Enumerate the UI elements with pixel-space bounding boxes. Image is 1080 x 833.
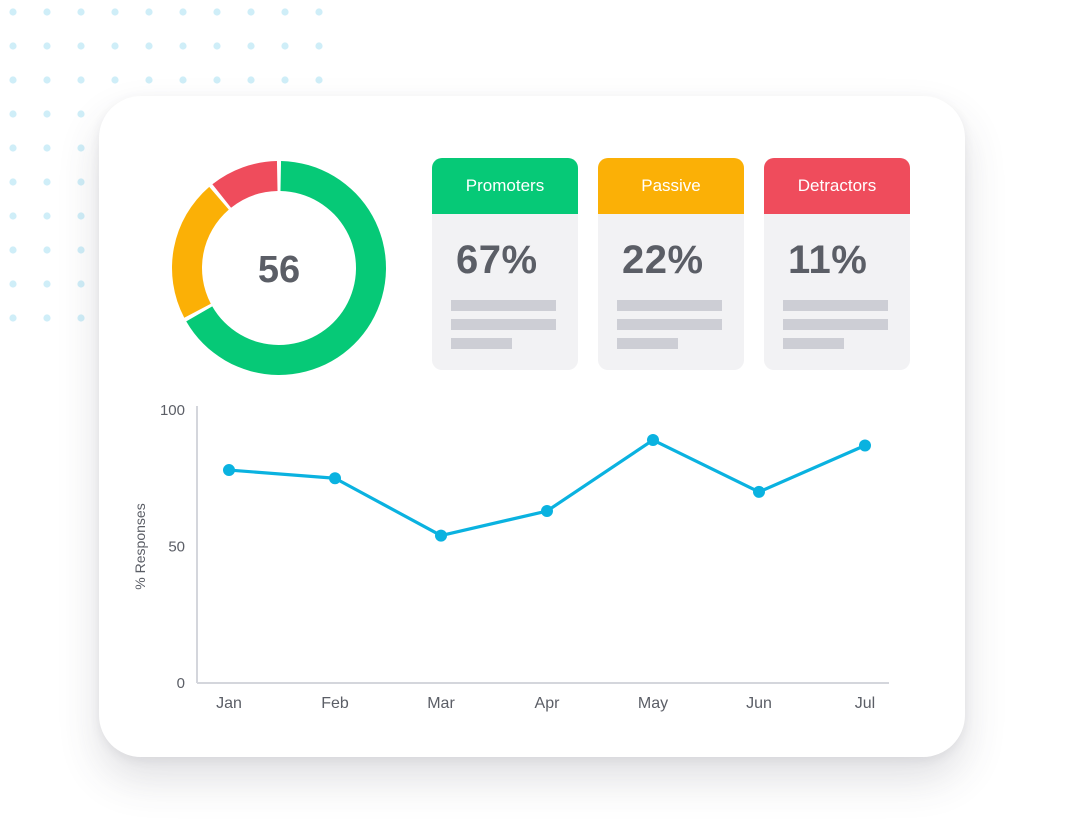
donut-slice-passive	[172, 186, 229, 318]
y-axis-label: % Responses	[132, 503, 148, 589]
decorative-dot	[43, 314, 51, 322]
y-tick-label: 50	[168, 539, 185, 556]
passive-card: Passive 22%	[598, 158, 744, 370]
decorative-dot	[9, 76, 17, 84]
dashboard-card: 56 Promoters 67% Passive 22% Detractors …	[99, 96, 965, 757]
decorative-dot	[77, 178, 85, 186]
promoters-header: Promoters	[432, 158, 578, 214]
decorative-dot	[77, 110, 85, 118]
x-tick-label: Mar	[427, 695, 455, 712]
nps-donut-chart: 56	[172, 161, 386, 375]
decorative-dot	[43, 212, 51, 220]
x-tick-label: Jul	[855, 695, 875, 712]
decorative-dot	[43, 110, 51, 118]
decorative-dot	[281, 42, 289, 50]
decorative-dot	[77, 280, 85, 288]
x-tick-label: Jun	[746, 695, 772, 712]
donut-slice-detractors	[212, 161, 278, 208]
y-tick-label: 0	[177, 675, 185, 692]
x-tick-label: May	[638, 695, 668, 712]
detractors-header: Detractors	[764, 158, 910, 214]
decorative-dot	[179, 8, 187, 16]
series-line	[228, 438, 866, 538]
decorative-dot	[77, 8, 85, 16]
decorative-dot	[315, 42, 323, 50]
decorative-dot	[213, 8, 221, 16]
decorative-dot	[247, 76, 255, 84]
decorative-dot	[247, 8, 255, 16]
placeholder-line	[617, 319, 722, 330]
decorative-dot	[179, 42, 187, 50]
decorative-dot	[43, 42, 51, 50]
decorative-dot	[9, 110, 17, 118]
decorative-dot	[315, 8, 323, 16]
decorative-dot	[9, 8, 17, 16]
detractors-card: Detractors 11%	[764, 158, 910, 370]
placeholder-line	[451, 300, 556, 311]
decorative-dot	[179, 76, 187, 84]
decorative-dot	[281, 8, 289, 16]
decorative-dot	[43, 246, 51, 254]
decorative-dot	[213, 76, 221, 84]
data-point	[753, 485, 765, 498]
decorative-dot	[315, 76, 323, 84]
data-point	[647, 434, 659, 447]
placeholder-line	[451, 319, 556, 330]
x-tick-label: Jan	[216, 695, 242, 712]
decorative-dot	[111, 42, 119, 50]
promoters-card: Promoters 67%	[432, 158, 578, 370]
decorative-dot	[43, 178, 51, 186]
detractors-value: 11%	[788, 238, 868, 282]
decorative-dot	[111, 76, 119, 84]
x-tick-label: Feb	[321, 695, 349, 712]
decorative-dot	[145, 42, 153, 50]
decorative-dot	[145, 76, 153, 84]
data-point	[541, 505, 553, 518]
decorative-dot	[77, 76, 85, 84]
decorative-dot	[111, 8, 119, 16]
passive-header: Passive	[598, 158, 744, 214]
placeholder-line	[617, 338, 678, 349]
donut-slice-promoters	[186, 161, 386, 375]
decorative-dot	[43, 8, 51, 16]
decorative-dot	[9, 212, 17, 220]
decorative-dot	[9, 314, 17, 322]
placeholder-line	[783, 300, 888, 311]
responses-line-chart: 0 50 100 Jan Feb Mar Apr May Jun Jul % Responses	[132, 402, 889, 712]
x-tick-label: Apr	[535, 695, 561, 712]
placeholder-line	[783, 319, 888, 330]
decorative-dot	[77, 212, 85, 220]
decorative-dot	[43, 144, 51, 152]
placeholder-line	[451, 338, 512, 349]
decorative-dot	[43, 76, 51, 84]
decorative-dot	[9, 144, 17, 152]
decorative-dot	[9, 246, 17, 254]
nps-score: 56	[258, 249, 300, 291]
placeholder-line	[783, 338, 844, 349]
data-point	[435, 529, 447, 542]
data-point	[223, 464, 235, 477]
decorative-dot	[77, 314, 85, 322]
data-point	[329, 472, 341, 485]
decorative-dot	[77, 144, 85, 152]
decorative-dot	[213, 42, 221, 50]
placeholder-line	[617, 300, 722, 311]
decorative-dot	[247, 42, 255, 50]
decorative-dot	[145, 8, 153, 16]
y-tick-label: 100	[160, 402, 185, 419]
decorative-dot	[77, 42, 85, 50]
passive-value: 22%	[622, 238, 704, 282]
decorative-dot-pattern	[9, 8, 323, 322]
decorative-dot	[9, 178, 17, 186]
data-point	[859, 439, 871, 452]
decorative-dot	[43, 280, 51, 288]
decorative-dot	[77, 246, 85, 254]
decorative-dot	[281, 76, 289, 84]
promoters-value: 67%	[456, 238, 538, 282]
decorative-dot	[9, 42, 17, 50]
decorative-dot	[9, 280, 17, 288]
